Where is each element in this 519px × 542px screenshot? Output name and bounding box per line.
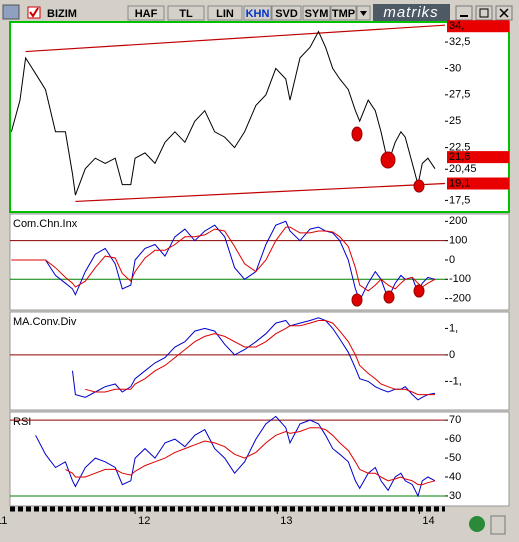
logo-box <box>373 4 450 21</box>
app-icon[interactable] <box>2 4 20 20</box>
toolbar-button-label: KHN <box>246 8 270 20</box>
y-tick-label: 50 <box>449 452 461 464</box>
toolbar-button[interactable] <box>127 5 165 21</box>
minimize-button[interactable] <box>455 5 473 21</box>
panel-title: RSI <box>13 416 31 428</box>
signal-dot <box>351 126 363 142</box>
scroll-button[interactable] <box>490 515 506 535</box>
logo: matriks <box>383 4 438 21</box>
signal-dot <box>380 151 396 169</box>
y-tick-label: 22,5 <box>449 142 470 154</box>
check <box>29 7 39 18</box>
maximize-glyph <box>479 8 489 18</box>
y-tick-label: 27,5 <box>449 89 470 101</box>
panel-title: Com.Chn.Inx <box>13 218 78 230</box>
panel-title: MA.Conv.Div <box>13 316 77 328</box>
toolbar-button-label: TL <box>179 8 193 20</box>
plot <box>10 317 445 401</box>
panel <box>9 411 510 507</box>
x-tick-label: 11 <box>0 515 7 527</box>
toolbar-button[interactable] <box>271 5 302 21</box>
y-tick-label: 1, <box>449 322 458 334</box>
y-tick-label: -200 <box>449 293 471 305</box>
plot <box>10 415 445 498</box>
signal-dot <box>383 290 395 304</box>
toolbar-button[interactable] <box>207 5 243 21</box>
maximize-button[interactable] <box>475 5 493 21</box>
series-line <box>72 317 436 401</box>
series-line <box>11 220 436 302</box>
toolbar-button[interactable] <box>330 5 357 21</box>
price-label-box <box>447 20 509 33</box>
price-label-box <box>447 177 509 190</box>
price-label: 34, <box>449 20 464 32</box>
trend-line <box>25 24 445 53</box>
price-label-box <box>447 151 509 164</box>
close-glyph <box>499 8 509 18</box>
y-tick-label: 0 <box>449 349 455 361</box>
y-tick-label: 32,5 <box>449 36 470 48</box>
y-tick-label: 25 <box>449 115 461 127</box>
y-tick-label: 200 <box>449 215 467 227</box>
y-tick-label: 17,5 <box>449 194 470 206</box>
toolbar-button[interactable] <box>302 5 331 21</box>
toolbar-button-label: SVD <box>275 8 298 20</box>
y-tick-label: 70 <box>449 414 461 426</box>
y-tick-label: 60 <box>449 433 461 445</box>
panel <box>9 21 510 213</box>
series-line <box>65 427 436 486</box>
y-tick-label: -100 <box>449 273 471 285</box>
trend-line <box>75 182 445 203</box>
price-label: 21,6 <box>449 151 470 163</box>
y-tick-label: 0 <box>449 254 455 266</box>
series-line <box>11 226 436 292</box>
toolbar-button-label: TMP <box>332 8 355 20</box>
price-label: 20,45 <box>449 163 477 175</box>
y-tick-label: 30 <box>449 490 461 502</box>
y-tick-label: 100 <box>449 235 467 247</box>
toolbar-button[interactable] <box>167 5 205 21</box>
toolbar-button-label: LIN <box>216 8 234 20</box>
y-tick-label: 30 <box>449 62 461 74</box>
series-line <box>85 320 435 396</box>
signal-dot <box>351 293 363 307</box>
checkbox[interactable] <box>27 6 41 19</box>
x-tick-label: 12 <box>138 515 150 527</box>
refresh-button[interactable] <box>469 516 485 532</box>
symbol-name: BIZIM <box>47 8 77 20</box>
toolbar-button[interactable] <box>243 5 272 21</box>
signal-dot <box>413 284 425 298</box>
toolbar-button-label: SYM <box>305 8 329 20</box>
price-label: 19,1 <box>449 177 470 189</box>
y-tick-label: -1, <box>449 375 462 387</box>
toolbar-button-label: HAF <box>135 8 158 20</box>
plot <box>10 24 445 203</box>
x-tick-label: 14 <box>422 515 434 527</box>
y-tick-label: 40 <box>449 471 461 483</box>
panel <box>9 311 510 411</box>
dropdown-arrow <box>360 11 367 16</box>
series-line <box>35 415 436 498</box>
series-line <box>10 30 436 196</box>
plot <box>10 220 445 302</box>
signal-dot <box>413 179 425 193</box>
x-tick-label: 13 <box>280 515 292 527</box>
